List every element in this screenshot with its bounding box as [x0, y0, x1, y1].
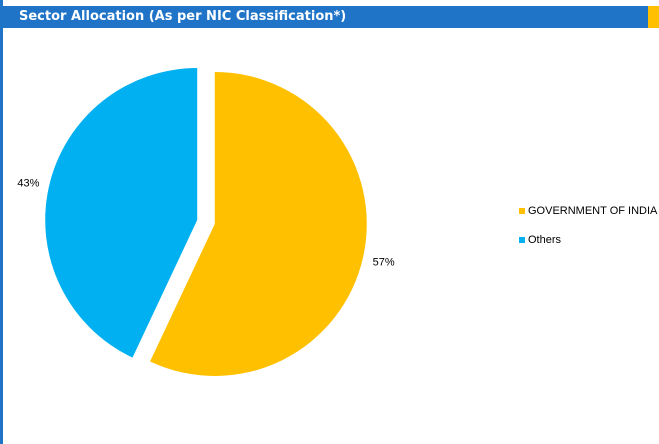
pie-slice-government-of-india: [150, 71, 367, 376]
panel-title: Sector Allocation (As per NIC Classifica…: [3, 6, 648, 28]
legend-label: Others: [528, 233, 562, 246]
legend-item: GOVERNMENT OF INDIA: [519, 204, 658, 217]
pie-slices: [45, 68, 367, 376]
pie-chart: 57% 43%: [17, 68, 395, 376]
chart-legend: GOVERNMENT OF INDIA Others: [519, 205, 657, 263]
pie-slice-others: [45, 68, 198, 358]
data-label-government-of-india: 57%: [373, 257, 395, 269]
legend-swatch: [519, 207, 525, 214]
legend-swatch: [519, 236, 525, 243]
title-accent: [648, 6, 659, 28]
data-label-others: 43%: [17, 177, 39, 189]
legend-item: Others: [519, 233, 657, 246]
legend-label: GOVERNMENT OF INDIA: [528, 204, 658, 217]
pie-labels: 57% 43%: [17, 177, 394, 268]
